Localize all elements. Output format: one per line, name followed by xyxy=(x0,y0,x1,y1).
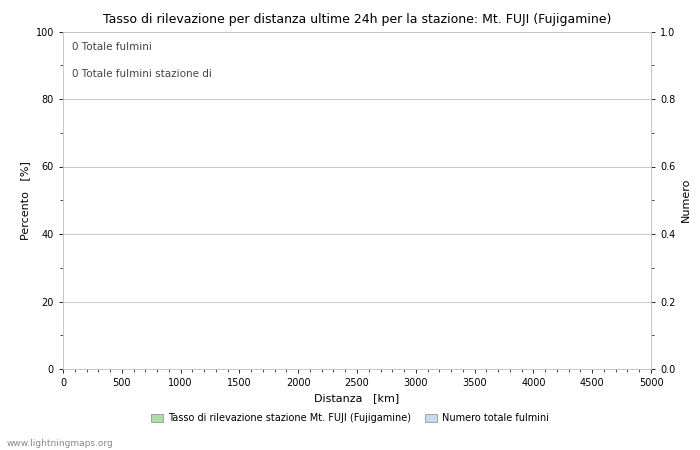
Legend: Tasso di rilevazione stazione Mt. FUJI (Fujigamine), Numero totale fulmini: Tasso di rilevazione stazione Mt. FUJI (… xyxy=(149,411,551,425)
Y-axis label: Percento   [%]: Percento [%] xyxy=(20,161,30,240)
Text: 0 Totale fulmini stazione di: 0 Totale fulmini stazione di xyxy=(72,68,211,79)
Text: www.lightningmaps.org: www.lightningmaps.org xyxy=(7,439,113,448)
Text: 0 Totale fulmini: 0 Totale fulmini xyxy=(72,42,152,52)
X-axis label: Distanza   [km]: Distanza [km] xyxy=(314,394,400,404)
Title: Tasso di rilevazione per distanza ultime 24h per la stazione: Mt. FUJI (Fujigami: Tasso di rilevazione per distanza ultime… xyxy=(103,13,611,26)
Y-axis label: Numero: Numero xyxy=(681,178,691,222)
